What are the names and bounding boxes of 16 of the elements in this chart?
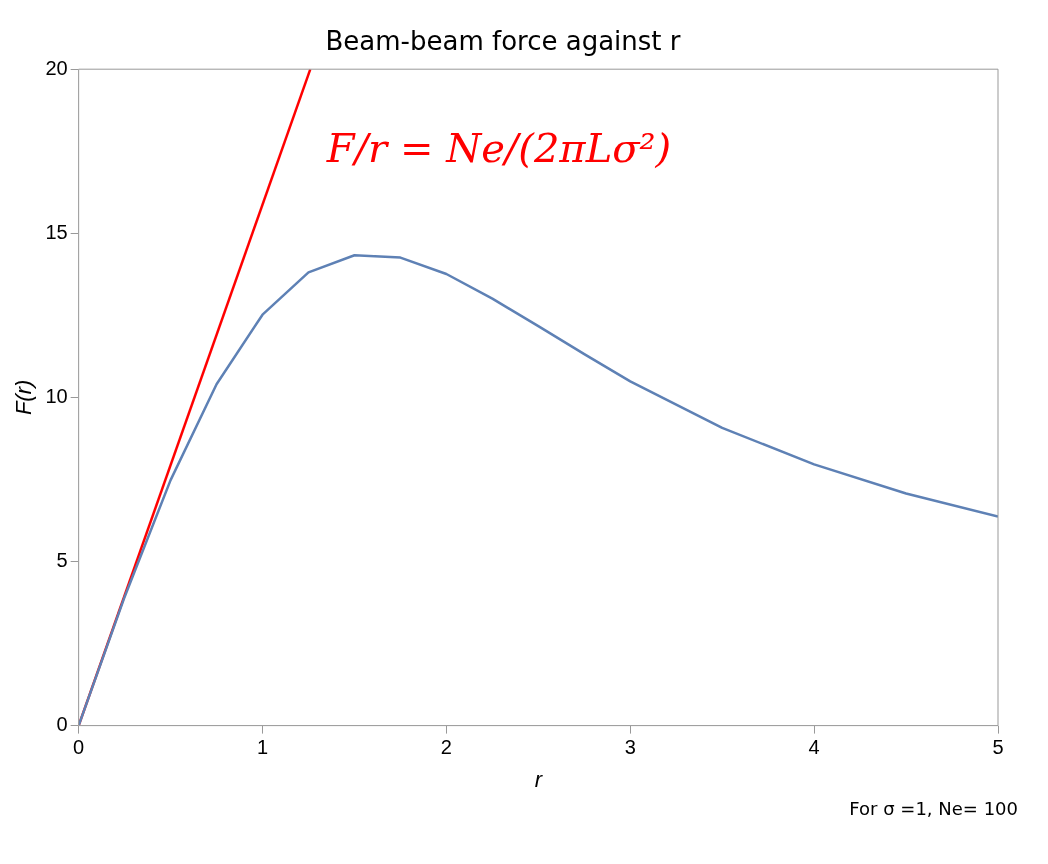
annotation: F/r = Ne/(2πLσ²) [325,124,672,171]
text: For σ =1, Ne= 100 [848,798,1019,819]
y-tick-label: 5 [56,549,68,572]
y-tick-label: 20 [45,56,68,79]
y-tick-label: 0 [56,713,68,736]
x-tick-label: 3 [624,736,636,759]
x-axis-title: r [534,766,544,792]
y-tick-label: 10 [45,384,68,407]
x-tick-label: 0 [73,736,85,759]
x-tick-label: 5 [992,736,1004,759]
y-axis-title: F(r) [11,379,37,416]
y-tick-label: 15 [45,220,68,243]
x-tick-label: 1 [256,736,269,759]
x-tick-label: 2 [440,736,452,759]
x-tick-label: 4 [808,736,820,759]
chart-title: Beam-beam force against r [325,26,681,57]
